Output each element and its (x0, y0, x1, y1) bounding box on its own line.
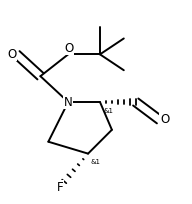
Text: O: O (7, 48, 16, 61)
Text: N: N (64, 95, 73, 109)
Text: O: O (160, 113, 169, 126)
Text: &1: &1 (90, 159, 100, 165)
Text: F: F (57, 181, 64, 194)
Text: &1: &1 (104, 108, 114, 114)
Text: O: O (65, 42, 74, 55)
